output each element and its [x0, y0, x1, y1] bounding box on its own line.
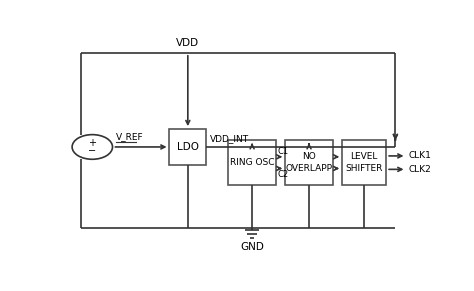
Text: LEVEL
SHIFTER: LEVEL SHIFTER: [346, 152, 383, 173]
Text: VDD: VDD: [176, 38, 200, 48]
Text: CLK1: CLK1: [408, 151, 431, 160]
Bar: [342, 140, 386, 185]
Bar: [285, 140, 333, 185]
Text: C2: C2: [277, 170, 288, 179]
Text: C1: C1: [277, 147, 288, 156]
Bar: [169, 129, 206, 165]
Text: VDD_INT: VDD_INT: [210, 134, 249, 143]
Text: −: −: [88, 146, 96, 156]
Text: GND: GND: [240, 242, 264, 252]
Text: NO
OVERLAPP: NO OVERLAPP: [285, 152, 333, 173]
Text: CLK2: CLK2: [408, 165, 431, 174]
Text: LDO: LDO: [177, 142, 199, 152]
Text: RING OSC: RING OSC: [230, 158, 274, 167]
Text: +: +: [88, 138, 96, 148]
Bar: [228, 140, 276, 185]
Text: V_REF: V_REF: [116, 132, 144, 141]
